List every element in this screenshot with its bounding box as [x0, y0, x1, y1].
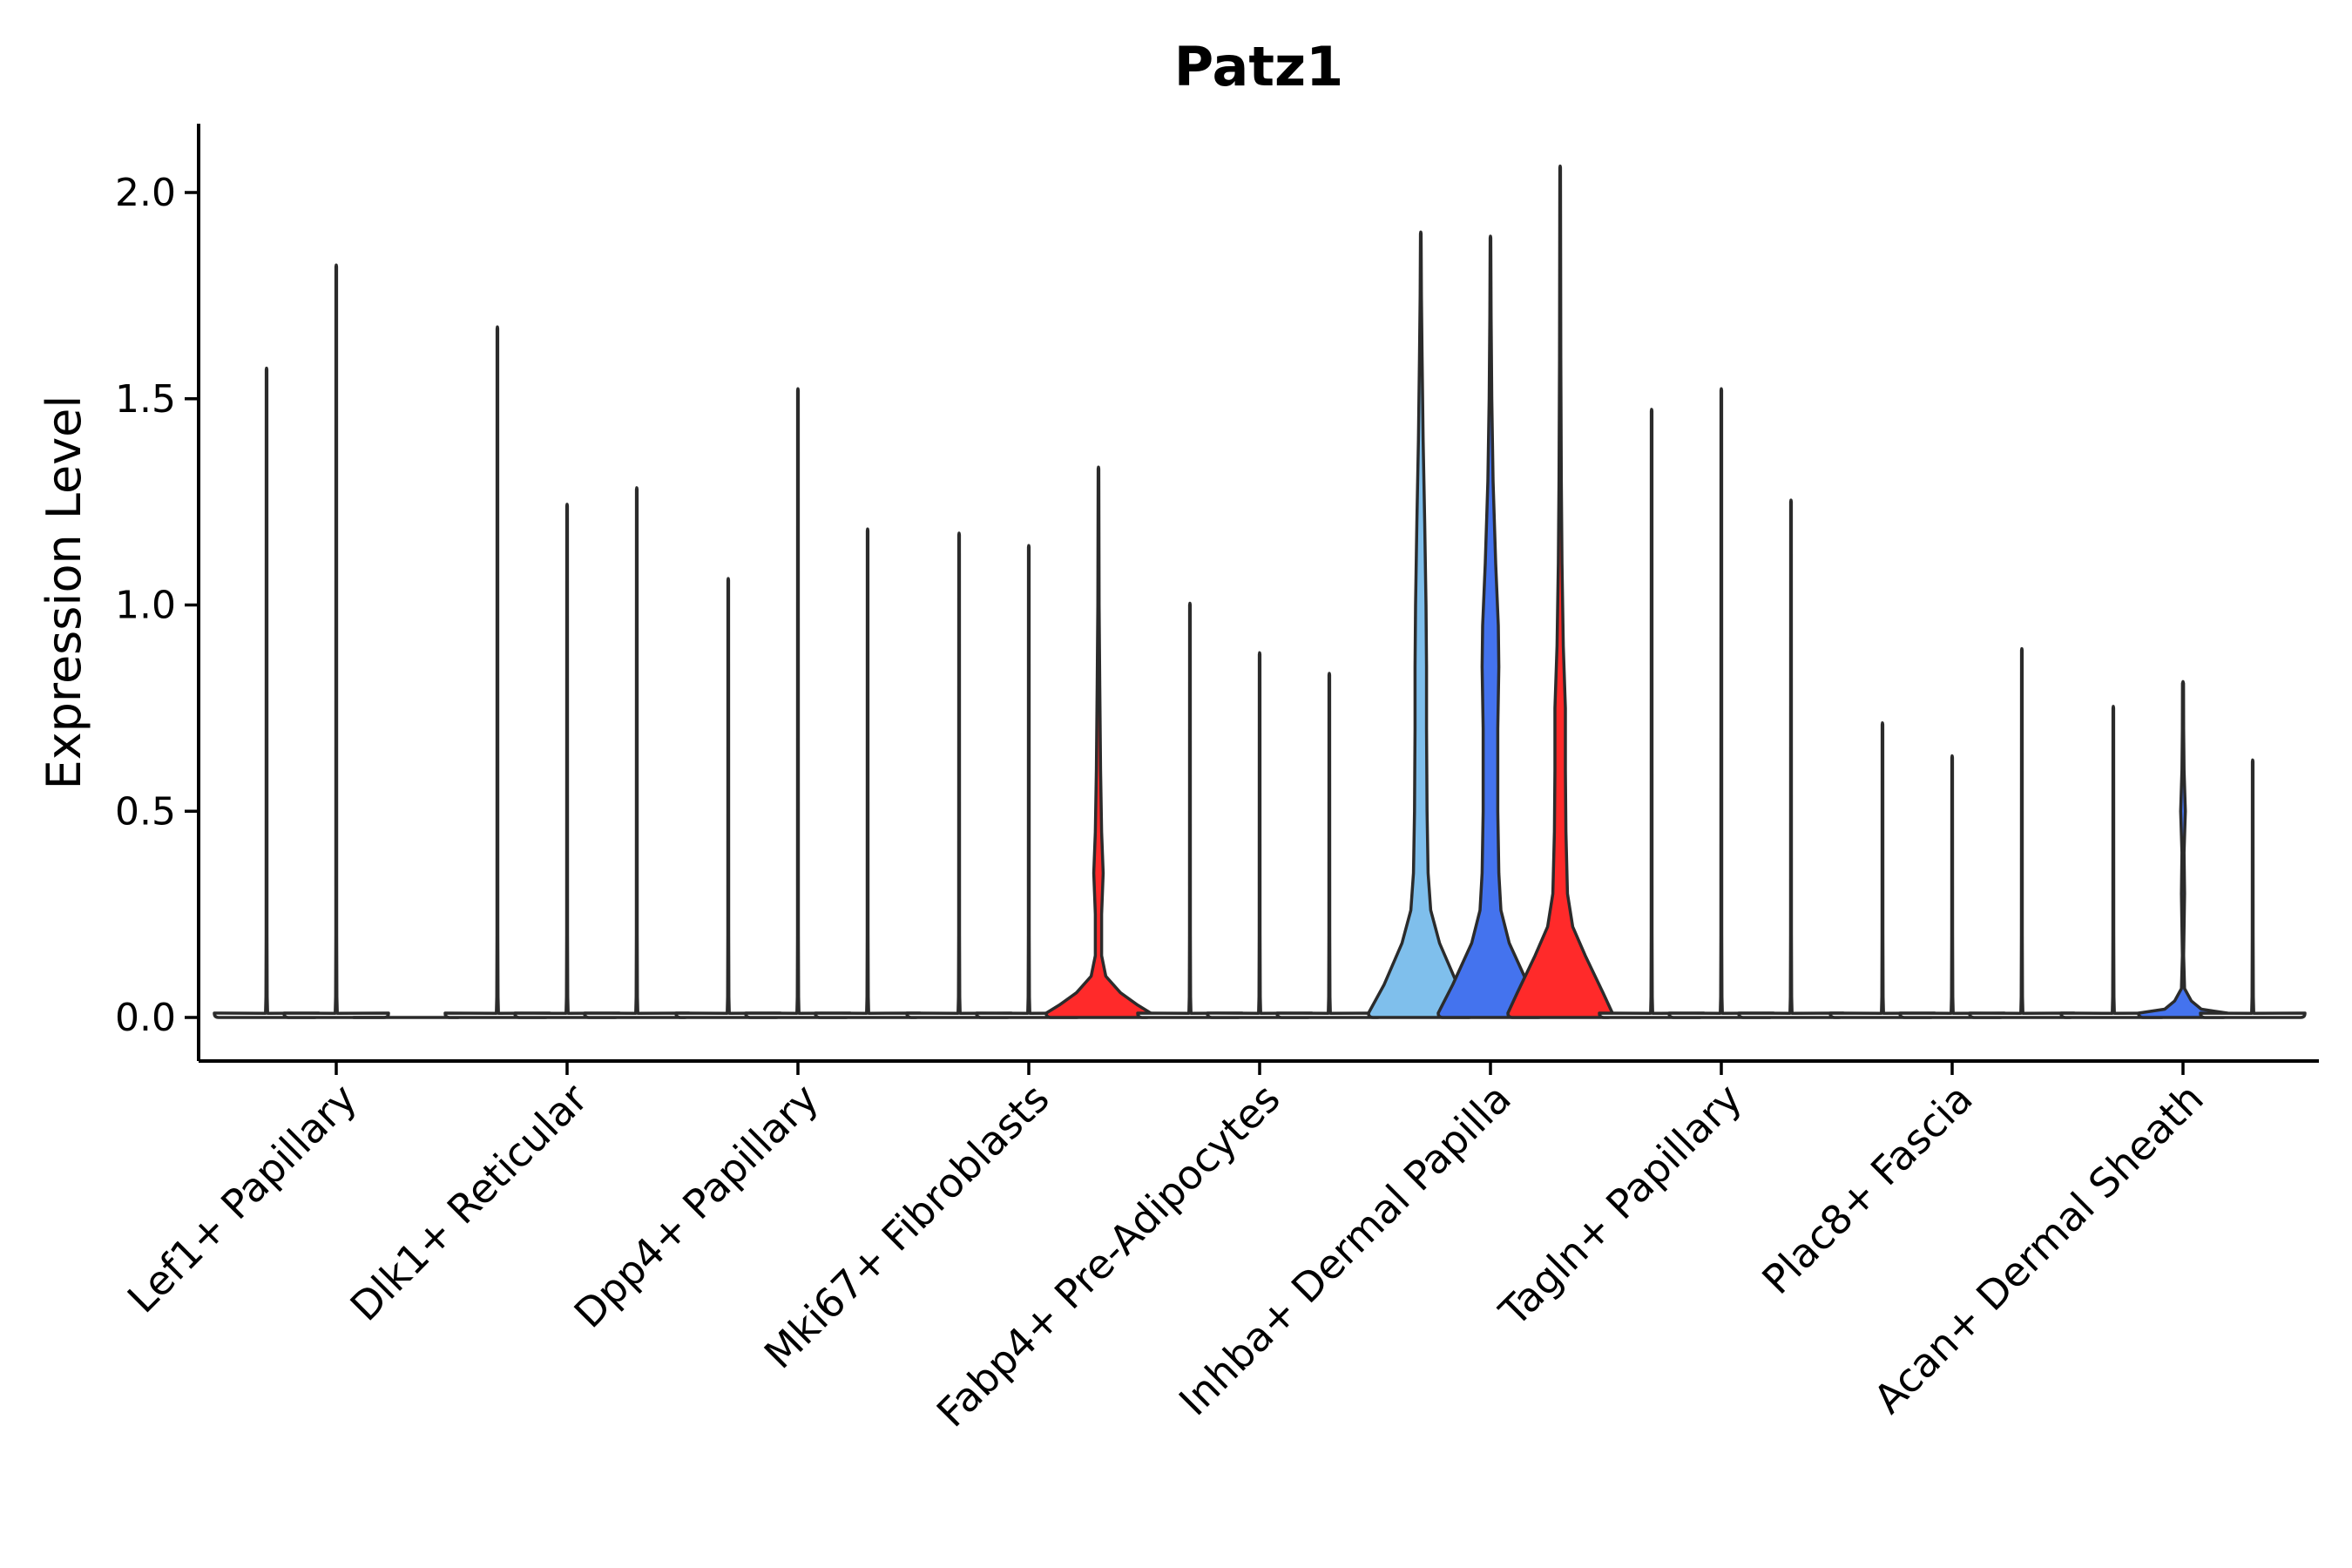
y-tick-label: 1.0	[115, 584, 176, 628]
y-tick-label: 0.5	[115, 789, 176, 834]
violin-group	[213, 164, 2307, 1019]
y-tick-label: 1.5	[115, 377, 176, 422]
y-tick-label: 2.0	[115, 171, 176, 215]
chart-title: Patz1	[1174, 35, 1343, 98]
violin-8-2	[2199, 758, 2307, 1019]
y-axis-label: Expression Level	[37, 395, 91, 790]
y-ticks: 0.0 0.5 1.0 1.5 2.0	[115, 171, 199, 1040]
y-tick-label: 0.0	[115, 996, 176, 1040]
